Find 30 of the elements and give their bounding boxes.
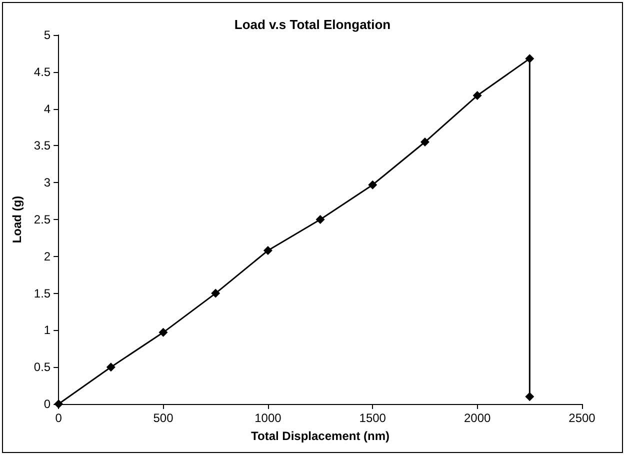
y-axis-title: Load (g) [10, 196, 24, 244]
y-tick-label: 3.5 [34, 138, 51, 153]
x-tick-label: 2000 [464, 411, 491, 425]
x-tick-label: 500 [153, 411, 174, 425]
point [316, 215, 325, 224]
point [263, 246, 272, 255]
y-tick-label: 2.5 [34, 212, 51, 226]
y-tick-label: 3 [44, 176, 51, 190]
point [525, 54, 534, 64]
x-tick-label: 2500 [568, 411, 596, 425]
y-tick-label: 4 [44, 102, 51, 116]
point [106, 362, 116, 372]
y-tick-label: 0.5 [34, 360, 51, 374]
y-tick-label: 1.5 [34, 286, 51, 300]
point [472, 91, 482, 100]
y-tick-label: 4.5 [34, 64, 51, 79]
x-tick-label: 0 [55, 411, 62, 425]
point [158, 328, 168, 337]
chart-title: Load v.s Total Elongation [234, 17, 391, 32]
x-tick-label: 1500 [359, 411, 386, 425]
y-tick-label: 0 [44, 397, 51, 411]
point [211, 288, 220, 298]
x-tick-label: 1000 [254, 411, 282, 425]
x-axis-title: Total Displacement (nm) [251, 429, 390, 443]
point [525, 392, 534, 402]
y-tick-label: 1 [44, 323, 51, 338]
y-tick-label: 5 [44, 28, 51, 42]
point [420, 138, 430, 147]
point [368, 180, 378, 190]
y-tick-label: 2 [44, 249, 51, 264]
